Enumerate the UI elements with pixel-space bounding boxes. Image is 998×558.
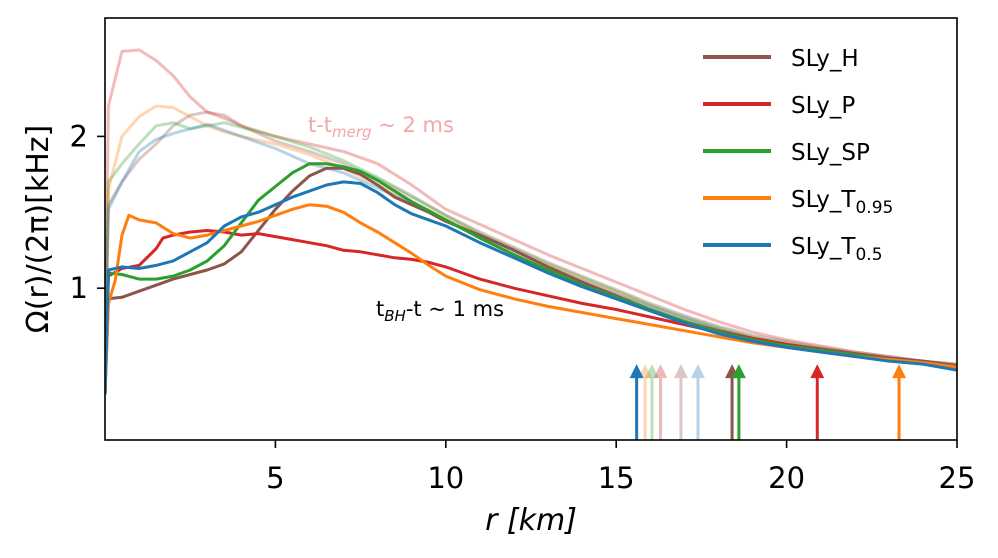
legend-label: SLy_P: [791, 93, 855, 119]
y-axis-label: Ω(r)/(2π)[kHz]: [21, 125, 56, 333]
legend: SLy_H SLy_P SLy_SP SLy_T0.95 SLy_T0.5: [703, 46, 893, 265]
merger-annotation: t-tmerg ~ 2 ms: [308, 113, 454, 141]
arrow-early-sly-p: [653, 364, 668, 440]
series-late-sly-t0-5: [105, 180, 957, 395]
arrow-late-sly-t0-95: [892, 364, 907, 440]
plot-frame: [104, 17, 958, 441]
bh-annotation: tBH-t ~ 1 ms: [376, 297, 504, 325]
series-early-sly-p: [105, 48, 957, 366]
x-tick-label: 15: [598, 461, 635, 495]
x-axis-label: r [km]: [485, 503, 577, 538]
legend-label: SLy_T0.95: [791, 187, 893, 218]
x-axis-ticks: 5 10 15 20 25: [266, 440, 975, 495]
x-tick-label: 20: [768, 461, 805, 495]
series-early-sly-sp: [105, 121, 957, 368]
y-tick-label: 1: [70, 271, 88, 305]
x-tick-label: 10: [427, 461, 464, 495]
series-late-sly-t0-95: [105, 203, 957, 395]
x-tick-label: 5: [266, 461, 284, 495]
x-tick-label: 25: [939, 461, 976, 495]
arrow-early-sly-h: [673, 364, 688, 440]
legend-label: SLy_T0.5: [791, 234, 883, 265]
legend-item-sly-h: SLy_H: [703, 46, 859, 72]
arrow-late-sly-t0-5: [629, 364, 644, 440]
y-tick-label: 2: [70, 119, 88, 153]
series-early-sly-h: [105, 110, 957, 366]
legend-item-sly-t0-5: SLy_T0.5: [703, 234, 883, 265]
arrow-late-sly-p: [810, 364, 825, 440]
legend-item-sly-t0-95: SLy_T0.95: [703, 187, 893, 218]
legend-item-sly-sp: SLy_SP: [703, 140, 870, 166]
legend-label: SLy_SP: [791, 140, 870, 166]
arrow-late-sly-sp: [731, 364, 746, 440]
legend-label: SLy_H: [791, 46, 859, 72]
arrow-early-sly-sp: [644, 364, 659, 440]
arrow-markers: [629, 364, 907, 440]
arrow-early-sly-t0-5: [690, 364, 705, 440]
legend-item-sly-p: SLy_P: [703, 93, 855, 119]
y-axis-ticks: 12: [70, 119, 105, 305]
late-series-lines: [105, 162, 957, 395]
